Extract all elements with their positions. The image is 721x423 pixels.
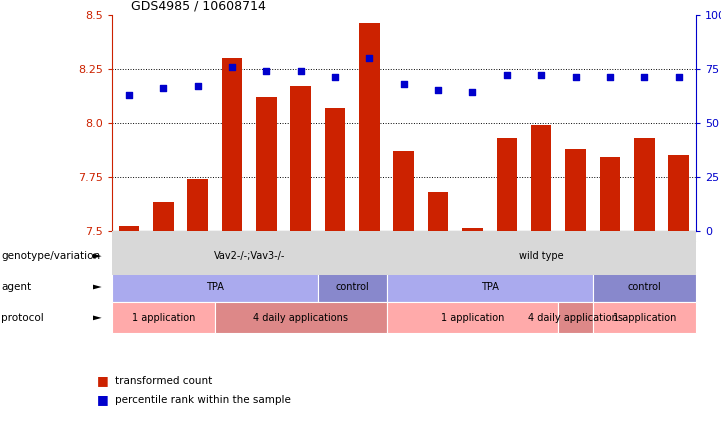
Bar	[428, 192, 448, 231]
Point	[639, 74, 650, 81]
Text: ■: ■	[97, 374, 109, 387]
Bar	[394, 151, 414, 231]
Text: genotype/variation: genotype/variation	[1, 251, 100, 261]
Point	[536, 72, 547, 79]
Text: Vav2-/-;Vav3-/-: Vav2-/-;Vav3-/-	[213, 251, 285, 261]
Bar	[565, 148, 586, 231]
Point	[363, 55, 375, 61]
Point	[295, 68, 306, 74]
Text: 1 application: 1 application	[132, 313, 195, 323]
Text: transformed count: transformed count	[115, 376, 213, 386]
Text: control: control	[335, 282, 369, 292]
Point	[192, 82, 203, 89]
Point	[123, 91, 135, 98]
Bar	[497, 138, 517, 231]
Bar	[221, 58, 242, 231]
Bar	[634, 138, 655, 231]
Text: GDS4985 / 10608714: GDS4985 / 10608714	[131, 0, 266, 13]
Bar	[187, 179, 208, 231]
Bar	[462, 228, 483, 231]
Text: 4 daily applications: 4 daily applications	[253, 313, 348, 323]
Text: 4 daily applications: 4 daily applications	[528, 313, 623, 323]
Bar	[291, 86, 311, 231]
Point	[433, 87, 444, 94]
Text: protocol: protocol	[1, 313, 44, 323]
Bar	[153, 203, 174, 231]
Point	[329, 74, 341, 81]
Text: 1 application: 1 application	[613, 313, 676, 323]
Text: control: control	[627, 282, 661, 292]
Text: agent: agent	[1, 282, 32, 292]
Point	[260, 68, 272, 74]
Bar	[600, 157, 620, 231]
Point	[398, 80, 410, 87]
Point	[466, 89, 478, 96]
Text: 1 application: 1 application	[441, 313, 504, 323]
Point	[570, 74, 581, 81]
Point	[604, 74, 616, 81]
Point	[157, 85, 169, 91]
Text: percentile rank within the sample: percentile rank within the sample	[115, 395, 291, 405]
Bar	[256, 97, 277, 231]
Bar	[119, 226, 139, 231]
Text: wild type: wild type	[519, 251, 564, 261]
Bar	[324, 107, 345, 231]
Point	[501, 72, 513, 79]
Text: TPA: TPA	[481, 282, 499, 292]
Text: ■: ■	[97, 393, 109, 406]
Point	[673, 74, 684, 81]
Bar	[668, 155, 689, 231]
Bar	[531, 125, 552, 231]
Text: TPA: TPA	[206, 282, 224, 292]
Bar	[359, 23, 380, 231]
Point	[226, 63, 238, 70]
